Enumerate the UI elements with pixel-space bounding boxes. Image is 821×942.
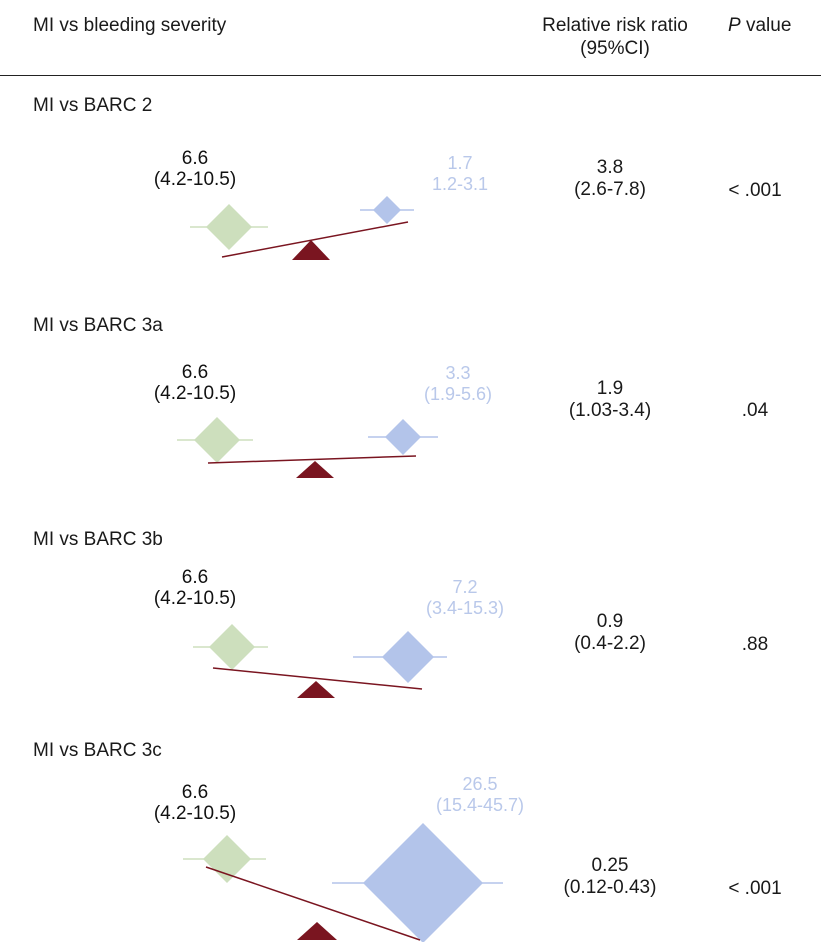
header-p-italic: P xyxy=(728,15,741,36)
mi-estimate: 6.6 (4.2-10.5) xyxy=(115,148,275,190)
mi-diamond xyxy=(209,624,255,670)
seesaw-beam xyxy=(212,667,423,690)
p-value: .04 xyxy=(741,400,769,421)
panel-title: MI vs BARC 2 xyxy=(33,95,153,116)
fulcrum-triangle xyxy=(296,461,334,478)
mi-value: 6.6 xyxy=(181,362,209,383)
rr-estimate: 1.9 (1.03-3.4) xyxy=(510,378,710,422)
bleed-ci: (3.4-15.3) xyxy=(425,598,505,618)
rr-ci: (1.03-3.4) xyxy=(568,400,652,421)
rr-ci: (2.6-7.8) xyxy=(574,179,646,200)
header-rule xyxy=(0,75,821,76)
header-p-value: P value xyxy=(728,14,791,37)
panel-barc-3c: MI vs BARC 3c 6.6 (4.2-10.5) 26.5 (15.4-… xyxy=(0,740,821,942)
bleed-value: 1.7 xyxy=(447,153,473,173)
bleed-estimate: 3.3 (1.9-5.6) xyxy=(378,363,538,405)
seesaw-beam xyxy=(207,455,417,464)
mi-value: 6.6 xyxy=(181,567,209,588)
header-title: MI vs bleeding severity xyxy=(33,15,227,36)
seesaw-graphic xyxy=(190,196,414,260)
panel-title: MI vs BARC 3c xyxy=(33,740,162,761)
bleed-value: 7.2 xyxy=(452,577,478,597)
mi-ci: (4.2-10.5) xyxy=(153,803,237,824)
bleed-diamond xyxy=(382,631,434,683)
p-value: .88 xyxy=(741,634,769,655)
mi-diamond xyxy=(194,417,240,463)
seesaw-graphic xyxy=(193,624,447,698)
fulcrum-triangle xyxy=(297,681,335,698)
p-value: < .001 xyxy=(728,180,782,201)
bleed-ci: 1.2-3.1 xyxy=(431,174,489,194)
mi-estimate: 6.6 (4.2-10.5) xyxy=(115,362,275,404)
bleed-ci: (15.4-45.7) xyxy=(435,795,525,815)
panel-barc-3a: MI vs BARC 3a 6.6 (4.2-10.5) 3.3 (1.9-5.… xyxy=(0,315,821,495)
panel-barc-3b: MI vs BARC 3b 6.6 (4.2-10.5) 7.2 (3.4-15… xyxy=(0,529,821,709)
rr-value: 1.9 xyxy=(596,378,624,399)
rr-ci: (0.4-2.2) xyxy=(574,633,646,654)
bleed-value: 3.3 xyxy=(445,363,471,383)
seesaw-graphic xyxy=(183,823,503,942)
rr-ci: (0.12-0.43) xyxy=(563,877,657,898)
bleed-diamond xyxy=(363,823,483,942)
mi-estimate: 6.6 (4.2-10.5) xyxy=(115,782,275,824)
mi-ci: (4.2-10.5) xyxy=(153,383,237,404)
p-value: < .001 xyxy=(728,878,782,899)
rr-estimate: 0.9 (0.4-2.2) xyxy=(510,611,710,655)
header-relative-risk: Relative risk ratio (95%CI) xyxy=(490,14,740,60)
mi-estimate: 6.6 (4.2-10.5) xyxy=(115,567,275,609)
mi-diamond xyxy=(206,204,252,250)
rr-estimate: 3.8 (2.6-7.8) xyxy=(510,157,710,201)
rr-value: 3.8 xyxy=(596,157,624,178)
panel-title: MI vs BARC 3b xyxy=(33,529,163,550)
rr-estimate: 0.25 (0.12-0.43) xyxy=(510,855,710,899)
mi-value: 6.6 xyxy=(181,782,209,803)
seesaw-beam xyxy=(205,866,421,941)
seesaw-graphic xyxy=(177,417,438,478)
bleed-value: 26.5 xyxy=(462,774,498,794)
rr-value: 0.9 xyxy=(596,611,624,632)
mi-ci: (4.2-10.5) xyxy=(153,169,237,190)
bleed-estimate: 7.2 (3.4-15.3) xyxy=(385,577,545,619)
header-rr-line1: Relative risk ratio xyxy=(542,15,688,36)
mi-ci: (4.2-10.5) xyxy=(153,588,237,609)
header-rr-line2: (95%CI) xyxy=(580,38,650,59)
panel-barc-2: MI vs BARC 2 6.6 (4.2-10.5) 1.7 1.2-3.1 … xyxy=(0,95,821,275)
fulcrum-triangle xyxy=(292,240,330,260)
bleed-estimate: 1.7 1.2-3.1 xyxy=(380,153,540,195)
mi-diamond xyxy=(203,835,251,883)
bleed-ci: (1.9-5.6) xyxy=(423,384,493,404)
bleed-diamond xyxy=(385,419,421,455)
panel-title: MI vs BARC 3a xyxy=(33,315,163,336)
header-p-rest: value xyxy=(740,15,792,36)
mi-value: 6.6 xyxy=(181,148,209,169)
bleed-diamond xyxy=(373,196,401,224)
fulcrum-triangle xyxy=(297,922,337,940)
seesaw-beam xyxy=(221,221,409,258)
bleed-estimate: 26.5 (15.4-45.7) xyxy=(400,774,560,816)
rr-value: 0.25 xyxy=(591,855,629,876)
